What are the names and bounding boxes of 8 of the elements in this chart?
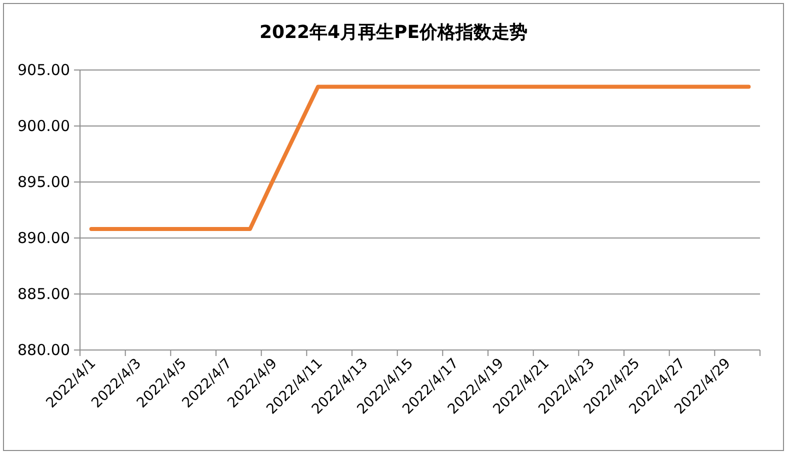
y-tick-label: 895.00	[18, 173, 70, 191]
y-tick-label: 885.00	[18, 285, 70, 303]
y-tick-label: 890.00	[18, 229, 70, 247]
y-tick-label: 880.00	[18, 341, 70, 359]
chart-title: 2022年4月再生PE价格指数走势	[259, 22, 528, 43]
y-tick-label: 905.00	[18, 61, 70, 79]
y-tick-label: 900.00	[18, 117, 70, 135]
line-series	[89, 84, 751, 232]
